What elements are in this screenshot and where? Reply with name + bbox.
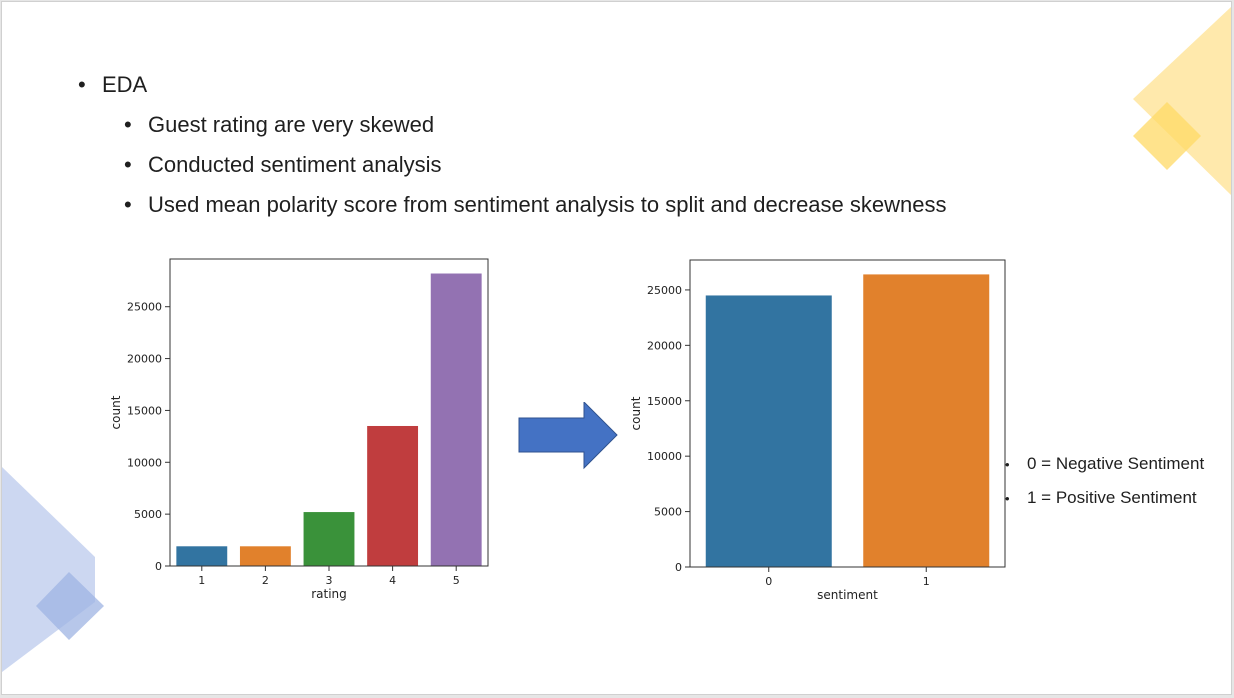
- bullet-icon: •: [124, 192, 132, 217]
- legend-text: 0 = Negative Sentiment: [1027, 454, 1205, 473]
- bullet-eda: • EDA: [78, 72, 147, 98]
- bar: [367, 425, 419, 566]
- bullet-point-1: • Guest rating are very skewed: [124, 112, 434, 138]
- bullet-icon: •: [124, 152, 132, 177]
- bullet-icon: •: [78, 72, 86, 97]
- y-tick-label: 15000: [647, 395, 682, 408]
- x-axis-label: rating: [311, 587, 347, 601]
- y-axis-label: count: [629, 396, 643, 430]
- rating-count-chart: 0 5000 10000 15000 20000 25000 1 2 3 4 5 rating coun…: [97, 252, 497, 612]
- deco-blue-small: [36, 572, 104, 640]
- bullet-icon: •: [124, 112, 132, 137]
- rating-count-chart-svg: 0 5000 10000 15000 20000 25000 1 2 3 4 5 rating coun…: [109, 258, 489, 601]
- deco-yellow-small: [1133, 102, 1201, 170]
- bullet-icon: •: [1005, 491, 1010, 506]
- y-tick-label: 25000: [127, 301, 162, 314]
- deco-blue-large: [2, 467, 95, 672]
- x-axis-label: sentiment: [817, 588, 878, 602]
- y-tick-label: 0: [155, 560, 162, 573]
- y-tick-label: 10000: [127, 456, 162, 469]
- point-text: Used mean polarity score from sentiment …: [148, 192, 947, 217]
- y-tick-label: 5000: [654, 506, 682, 519]
- point-text: Guest rating are very skewed: [148, 112, 435, 137]
- deco-yellow-large: [1133, 7, 1231, 195]
- y-tick-label: 10000: [647, 450, 682, 463]
- y-tick-label: 20000: [127, 353, 162, 366]
- bar: [705, 295, 832, 567]
- right-arrow-icon: [518, 402, 618, 470]
- point-text: Conducted sentiment analysis: [148, 152, 442, 177]
- bar: [303, 512, 355, 566]
- legend-item: • 1 = Positive Sentiment: [1005, 488, 1204, 522]
- y-tick-label: 25000: [647, 284, 682, 297]
- y-tick-label: 15000: [127, 404, 162, 417]
- bar: [176, 546, 228, 566]
- bullet-point-3: • Used mean polarity score from sentiment…: [124, 192, 946, 218]
- bar: [863, 274, 990, 567]
- x-tick-label: 1: [923, 575, 930, 588]
- legend-text: 1 = Positive Sentiment: [1027, 488, 1197, 507]
- heading-text: EDA: [102, 72, 148, 97]
- legend-item: • 0 = Negative Sentiment: [1005, 454, 1204, 488]
- sentiment-count-chart-svg: 0 5000 10000 15000 20000 25000 0 1 sentiment coun…: [629, 259, 1006, 602]
- y-axis-label: count: [109, 395, 123, 429]
- x-tick-label: 1: [198, 574, 205, 587]
- sentiment-legend: • 0 = Negative Sentiment • 1 = Positive Se…: [1005, 454, 1204, 522]
- x-tick-label: 5: [453, 574, 460, 587]
- x-tick-label: 2: [262, 574, 269, 587]
- plot-frame: [689, 259, 1006, 568]
- y-tick-label: 5000: [134, 508, 162, 521]
- x-tick-label: 4: [389, 574, 396, 587]
- sentiment-count-chart: 0 5000 10000 15000 20000 25000 0 1 sentiment coun…: [617, 252, 1017, 612]
- bar: [239, 546, 291, 566]
- bullet-icon: •: [1005, 457, 1010, 472]
- x-tick-label: 0: [765, 575, 772, 588]
- y-tick-label: 0: [675, 561, 682, 574]
- x-tick-label: 3: [326, 574, 333, 587]
- bar: [430, 273, 482, 566]
- bullet-point-2: • Conducted sentiment analysis: [124, 152, 442, 178]
- y-tick-label: 20000: [647, 339, 682, 352]
